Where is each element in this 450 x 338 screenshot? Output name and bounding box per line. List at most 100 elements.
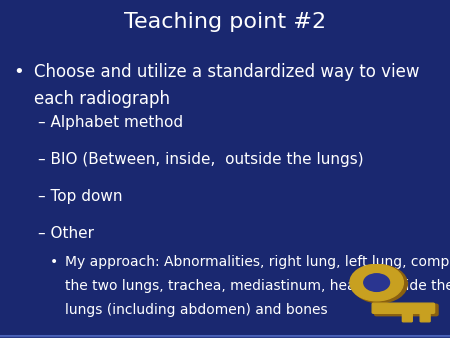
Bar <box>0 335 450 337</box>
Bar <box>0 336 450 337</box>
Bar <box>0 336 450 337</box>
Bar <box>0 336 450 337</box>
Bar <box>0 335 450 337</box>
Bar <box>0 335 450 337</box>
Bar <box>0 335 450 337</box>
Circle shape <box>350 264 403 301</box>
Bar <box>0 336 450 338</box>
Bar <box>0 336 450 338</box>
Text: the two lungs, trachea, mediastinum, heart, outside the: the two lungs, trachea, mediastinum, hea… <box>65 279 450 293</box>
Bar <box>0 335 450 337</box>
Bar <box>0 336 450 338</box>
Bar <box>0 336 450 338</box>
Bar <box>0 336 450 338</box>
Bar <box>0 336 450 338</box>
Bar <box>0 336 450 337</box>
Bar <box>0 335 450 337</box>
Bar <box>0 336 450 338</box>
Bar <box>0 335 450 337</box>
Bar <box>0 336 450 337</box>
Bar <box>0 335 450 337</box>
Bar <box>0 335 450 337</box>
Bar <box>0 335 450 336</box>
Bar <box>0 336 450 337</box>
Bar <box>0 336 450 338</box>
Bar <box>0 336 450 338</box>
Bar <box>0 335 450 337</box>
Bar <box>0 336 450 338</box>
Bar <box>0 336 450 338</box>
Bar <box>0 335 450 337</box>
Bar <box>0 336 450 338</box>
Bar <box>0 336 450 338</box>
FancyBboxPatch shape <box>372 303 435 313</box>
Bar <box>0 335 450 337</box>
Bar <box>0 336 450 338</box>
Bar <box>0 335 450 337</box>
Bar <box>0 335 450 337</box>
Bar <box>0 335 450 336</box>
Bar <box>0 336 450 337</box>
Bar <box>0 335 450 337</box>
Bar <box>0 336 450 338</box>
Bar <box>0 336 450 338</box>
Bar <box>0 335 450 337</box>
Bar <box>0 335 450 337</box>
Bar <box>0 335 450 337</box>
Bar <box>0 336 450 338</box>
Bar <box>0 336 450 338</box>
Bar <box>0 335 450 337</box>
Bar <box>0 335 450 337</box>
Bar <box>0 335 450 337</box>
Bar <box>0 336 450 338</box>
Bar <box>0 335 450 337</box>
Bar <box>0 335 450 336</box>
Bar <box>0 335 450 337</box>
Bar <box>0 335 450 337</box>
Text: lungs (including abdomen) and bones: lungs (including abdomen) and bones <box>65 303 328 316</box>
Bar <box>0 335 450 337</box>
Bar <box>0 335 450 336</box>
Bar <box>0 336 450 338</box>
Bar <box>0 336 450 338</box>
Bar <box>0 335 450 337</box>
Bar <box>0 336 450 337</box>
Bar <box>0 336 450 338</box>
Text: each radiograph: each radiograph <box>34 90 170 107</box>
Bar <box>0 335 450 337</box>
Bar <box>0 335 450 337</box>
Bar <box>0 336 450 338</box>
Bar <box>0 335 450 337</box>
Bar <box>0 336 450 337</box>
Bar <box>0 336 450 338</box>
Bar <box>0 336 450 338</box>
Bar <box>0 335 450 337</box>
Bar <box>0 335 450 337</box>
Bar <box>0 335 450 337</box>
FancyBboxPatch shape <box>420 308 430 322</box>
Bar <box>0 336 450 338</box>
Bar <box>0 335 450 337</box>
Bar <box>0 336 450 337</box>
Bar <box>0 335 450 337</box>
Bar <box>0 335 450 336</box>
Bar <box>0 335 450 337</box>
Bar <box>0 335 450 337</box>
Bar <box>0 335 450 337</box>
Bar <box>0 335 450 336</box>
Bar <box>0 336 450 338</box>
Bar <box>0 335 450 336</box>
Bar <box>0 336 450 337</box>
Bar <box>0 336 450 338</box>
Bar <box>0 336 450 338</box>
Bar <box>0 335 450 337</box>
Bar <box>0 336 450 337</box>
Bar <box>0 336 450 338</box>
Bar <box>0 336 450 338</box>
Bar <box>0 336 450 337</box>
Bar <box>0 335 450 337</box>
FancyBboxPatch shape <box>375 304 438 316</box>
Bar <box>0 335 450 337</box>
Bar <box>0 335 450 336</box>
Bar <box>0 336 450 337</box>
